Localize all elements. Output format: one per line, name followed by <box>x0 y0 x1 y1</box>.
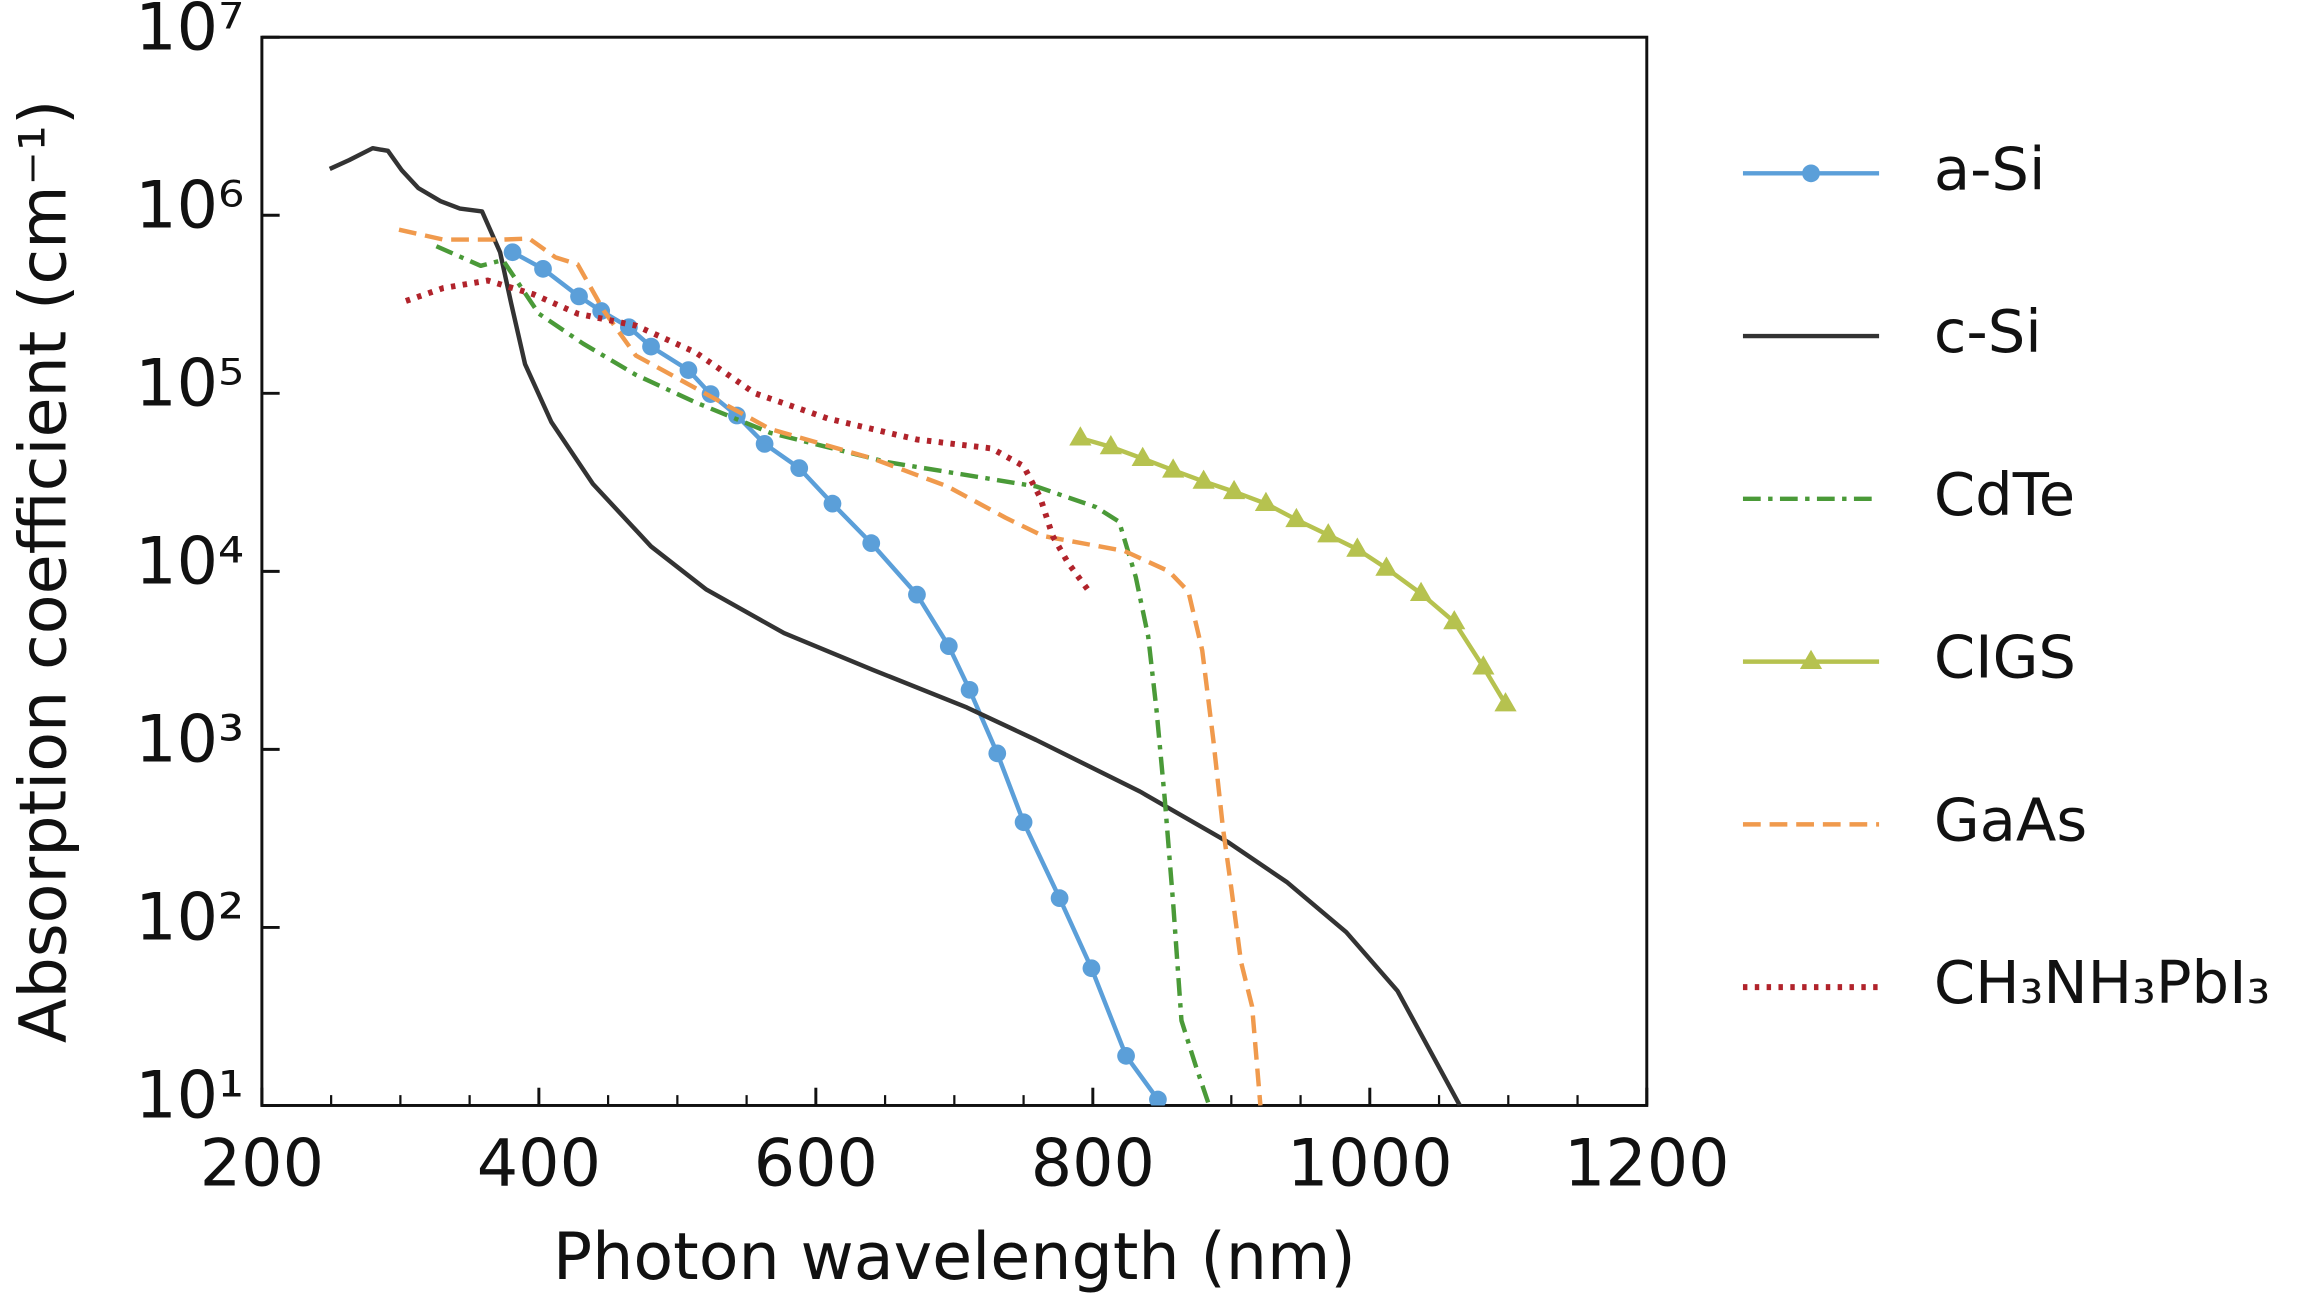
marker <box>642 337 660 356</box>
x-tick-label: 1000 <box>1287 1127 1453 1202</box>
y-tick-label: 10¹ <box>135 1059 244 1134</box>
legend-marker <box>1799 649 1823 669</box>
y-axis-title: Absorption coefficient (cm⁻¹) <box>6 100 81 1043</box>
legend-label: CdTe <box>1934 460 2075 529</box>
marker <box>1285 507 1308 528</box>
marker <box>503 243 522 262</box>
legend-label: CH₃NH₃PbI₃ <box>1934 948 2270 1017</box>
marker <box>1375 556 1398 576</box>
marker <box>1409 581 1433 601</box>
marker <box>1131 446 1154 466</box>
marker <box>1099 435 1122 455</box>
marker <box>1317 523 1340 543</box>
y-tick-label: 10⁶ <box>135 168 244 243</box>
y-tick-label: 10³ <box>135 703 244 778</box>
y-tick-label: 10⁴ <box>135 524 244 599</box>
marker <box>1192 469 1215 489</box>
marker <box>1050 889 1069 908</box>
marker <box>1443 610 1466 630</box>
marker <box>1494 692 1517 712</box>
marker <box>908 585 926 604</box>
marker <box>1222 479 1246 500</box>
series-line <box>511 250 1160 1101</box>
series-line <box>1079 435 1508 706</box>
legend-label: GaAs <box>1934 785 2087 854</box>
marker <box>755 434 774 453</box>
series-line <box>328 145 1462 1106</box>
marker <box>1254 491 1278 512</box>
x-tick-label: 800 <box>1031 1127 1155 1202</box>
marker <box>862 534 881 553</box>
marker <box>1162 458 1185 478</box>
x-tick-label: 600 <box>754 1127 878 1202</box>
legend-label: a-Si <box>1934 134 2046 203</box>
marker <box>534 259 552 278</box>
marker <box>939 637 958 656</box>
marker <box>960 680 979 699</box>
marker <box>790 459 809 477</box>
marker <box>988 744 1007 763</box>
marker <box>1149 1090 1167 1106</box>
series-line <box>398 227 1263 1106</box>
marker <box>679 361 698 379</box>
marker <box>1069 426 1092 446</box>
marker <box>1117 1046 1135 1065</box>
y-tick-label: 10² <box>135 881 244 956</box>
legend-label: CIGS <box>1934 623 2076 692</box>
plot-area <box>328 145 1517 1106</box>
y-tick-label: 10⁷ <box>135 0 244 65</box>
series-line <box>404 277 1094 597</box>
marker <box>1014 813 1033 832</box>
x-tick-label: 1200 <box>1564 1127 1730 1202</box>
marker <box>1472 655 1495 675</box>
x-tick-label: 200 <box>200 1127 324 1202</box>
marker <box>1082 959 1101 978</box>
legend-label: c-Si <box>1934 297 2042 366</box>
marker <box>823 494 842 513</box>
marker <box>1346 537 1369 557</box>
y-tick-label: 10⁵ <box>135 346 244 421</box>
legend-marker <box>1802 164 1820 183</box>
plot-frame <box>260 35 1649 1107</box>
x-axis-title: Photon wavelength (nm) <box>553 1220 1356 1295</box>
x-tick-label: 400 <box>477 1127 601 1202</box>
marker <box>570 287 588 306</box>
